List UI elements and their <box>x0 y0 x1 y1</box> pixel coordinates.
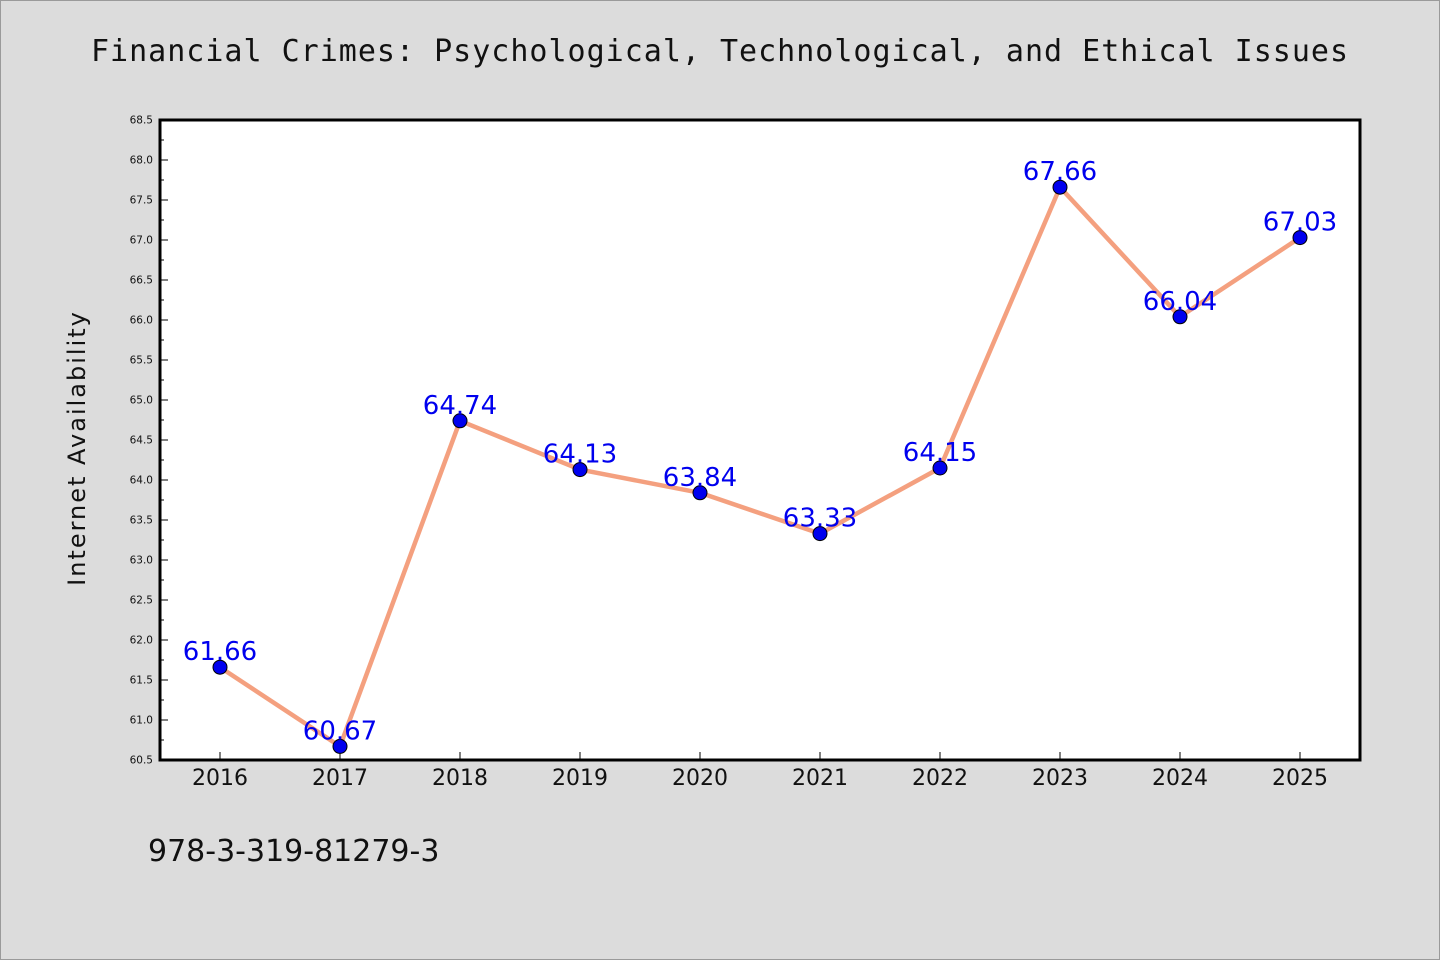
x-tick-label: 2017 <box>312 766 368 791</box>
data-label: 63.33 <box>783 504 857 534</box>
y-tick-label: 68.0 <box>130 155 153 167</box>
data-label: 67.03 <box>1263 208 1337 238</box>
series-group: 61.66 60.67 64.74 64.13 63.84 63.33 64.15 67.66… <box>183 157 1337 754</box>
data-point <box>692 485 708 501</box>
data-label: 60.67 <box>303 716 377 746</box>
data-label: 64.74 <box>423 391 497 421</box>
data-label: 61.66 <box>183 637 257 667</box>
x-tick-label: 2022 <box>912 766 968 791</box>
data-point <box>1052 179 1068 195</box>
y-tick-label: 65.0 <box>130 395 153 407</box>
x-axis: 2016 2017 2018 2019 2020 2021 2022 2023 2024 2025 <box>192 752 1328 791</box>
y-tick-label: 61.0 <box>130 715 153 727</box>
data-point <box>572 462 588 478</box>
series-line <box>217 184 1303 749</box>
data-label: 64.13 <box>543 440 617 470</box>
y-tick-label: 62.0 <box>130 635 153 647</box>
plot-area <box>160 120 1360 760</box>
y-tick-label: 67.0 <box>130 235 153 247</box>
x-tick-label: 2019 <box>552 766 608 791</box>
y-tick-label: 61.5 <box>130 675 153 687</box>
isbn-code: 978-3-319-81279-3 <box>148 834 440 869</box>
y-tick-label: 68.5 <box>130 115 153 127</box>
y-tick-label: 66.5 <box>130 275 153 287</box>
y-tick-label: 64.5 <box>130 435 153 447</box>
data-point <box>332 738 348 754</box>
data-point <box>932 460 948 476</box>
y-tick-label: 64.0 <box>130 475 153 487</box>
y-tick-label: 65.5 <box>130 355 153 367</box>
x-tick-label: 2024 <box>1152 766 1208 791</box>
y-axis-label: Internet Availability <box>63 310 91 586</box>
plot-border <box>158 118 1362 762</box>
data-label: 64.15 <box>903 438 977 468</box>
x-tick-label: 2018 <box>432 766 488 791</box>
data-point <box>212 659 228 675</box>
x-tick-label: 2021 <box>792 766 848 791</box>
data-label: 63.84 <box>663 463 737 493</box>
data-label: 67.66 <box>1023 157 1097 187</box>
data-point <box>452 413 468 429</box>
y-tick-label: 63.5 <box>130 515 153 527</box>
data-label: 66.04 <box>1143 287 1217 317</box>
y-axis: 60.5 61.0 61.5 62.0 62.5 63.0 63.5 64.0 64.5 65.0… <box>130 115 168 767</box>
y-tick-label: 66.0 <box>130 315 153 327</box>
y-tick-label: 62.5 <box>130 595 153 607</box>
data-point <box>1292 230 1308 246</box>
data-point <box>812 526 828 542</box>
x-tick-label: 2025 <box>1272 766 1328 791</box>
y-tick-label: 60.5 <box>130 755 153 767</box>
data-point <box>1172 309 1188 325</box>
x-tick-label: 2020 <box>672 766 728 791</box>
chart-title: Financial Crimes: Psychological, Technol… <box>90 34 1350 69</box>
x-tick-label: 2023 <box>1032 766 1088 791</box>
y-tick-label: 67.5 <box>130 195 153 207</box>
x-tick-label: 2016 <box>192 766 248 791</box>
y-tick-label: 63.0 <box>130 555 153 567</box>
